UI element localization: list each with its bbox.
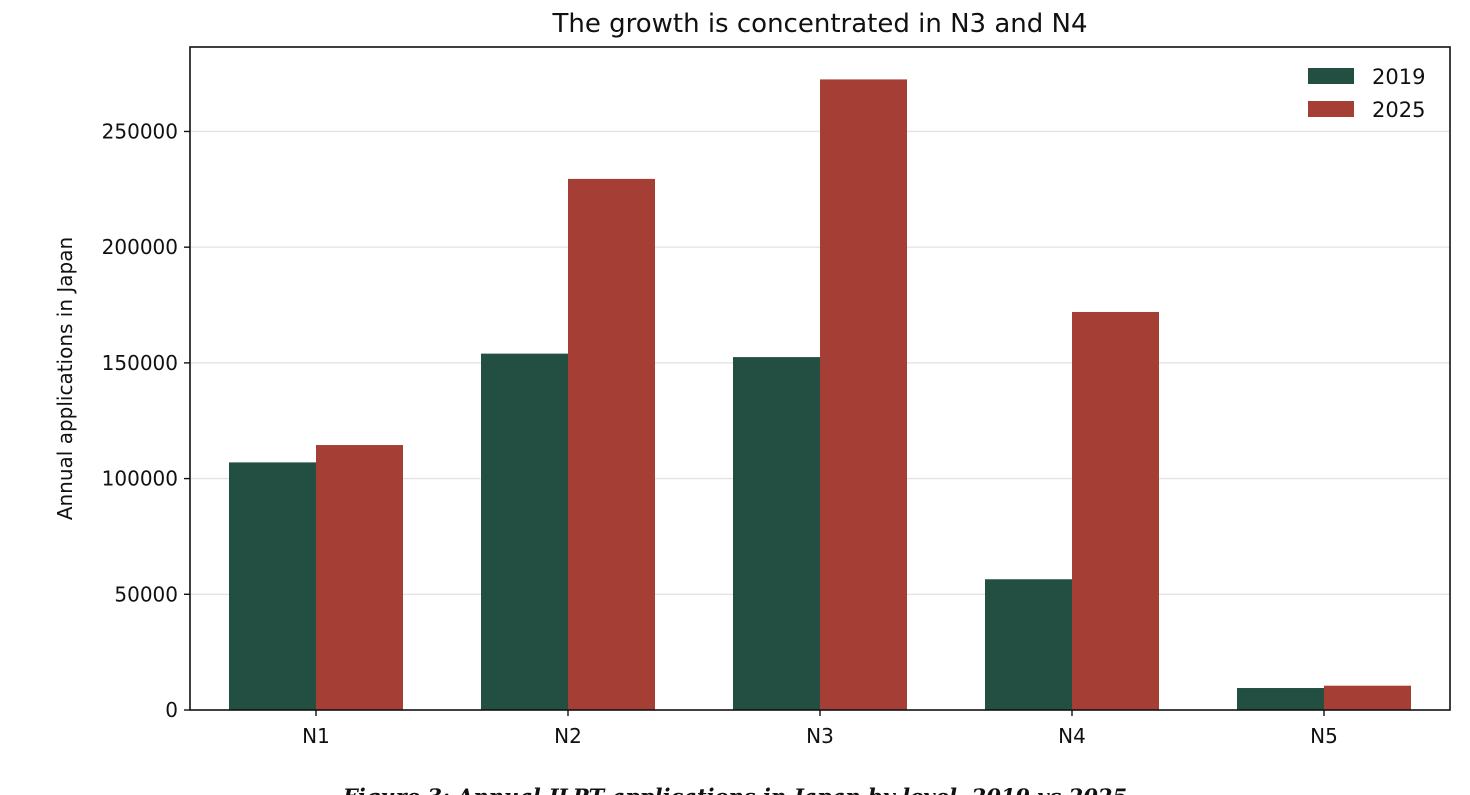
y-tick-label: 0 xyxy=(165,698,178,722)
legend-swatch-2025 xyxy=(1308,101,1354,117)
x-axis: N1 N2 N3 N4 N5 xyxy=(302,710,1338,748)
y-axis-label: Annual applications in Japan xyxy=(53,237,77,520)
x-tick-label: N5 xyxy=(1310,724,1338,748)
y-tick-label: 150000 xyxy=(102,351,178,375)
bars xyxy=(229,79,1411,711)
bar-n3-2019 xyxy=(733,357,820,710)
bar-n4-2025 xyxy=(1072,311,1159,710)
legend-label-2019: 2019 xyxy=(1372,65,1425,89)
y-tick-label: 100000 xyxy=(102,467,178,491)
y-tick-label: 200000 xyxy=(102,235,178,259)
y-axis: 0 50000 100000 150000 200000 250000 xyxy=(102,119,190,722)
x-tick-label: N2 xyxy=(554,724,582,748)
bar-n2-2025 xyxy=(568,178,655,710)
bar-n5-2019 xyxy=(1237,688,1324,710)
x-tick-label: N1 xyxy=(302,724,330,748)
bar-n1-2019 xyxy=(229,462,316,710)
bar-n1-2025 xyxy=(316,445,403,710)
legend: 2019 2025 xyxy=(1308,65,1425,122)
bar-n4-2019 xyxy=(985,579,1072,710)
y-tick-label: 50000 xyxy=(114,582,178,606)
legend-swatch-2019 xyxy=(1308,68,1354,84)
legend-label-2025: 2025 xyxy=(1372,98,1425,122)
chart-title: The growth is concentrated in N3 and N4 xyxy=(551,9,1087,39)
bar-n2-2019 xyxy=(481,353,568,710)
bar-n3-2025 xyxy=(820,79,907,711)
bar-n5-2025 xyxy=(1324,685,1411,710)
x-tick-label: N4 xyxy=(1058,724,1086,748)
y-tick-label: 250000 xyxy=(102,119,178,143)
figure-caption: Figure 3: Annual JLPT applications in Ja… xyxy=(342,784,1127,795)
x-tick-label: N3 xyxy=(806,724,834,748)
